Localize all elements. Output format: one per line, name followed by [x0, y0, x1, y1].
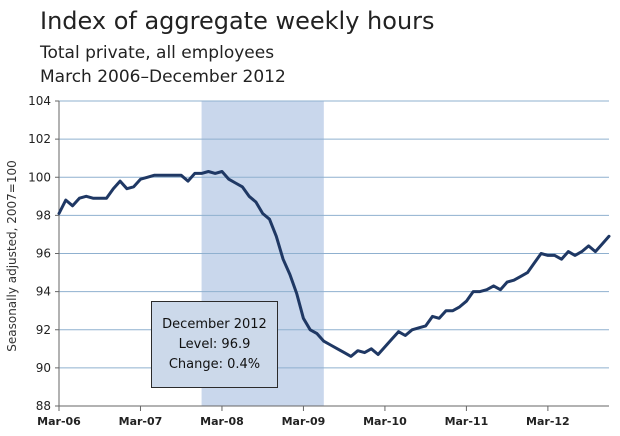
annotation-date: December 2012: [152, 315, 277, 335]
y-tick-label: 104: [28, 94, 51, 108]
y-tick-label: 98: [36, 208, 51, 222]
y-tick-label: 96: [36, 247, 51, 261]
y-tick-label: 88: [36, 399, 51, 413]
y-tick-label: 92: [36, 323, 51, 337]
x-tick-label: Mar-12: [526, 415, 570, 428]
x-tick-label: Mar-07: [119, 415, 163, 428]
x-tick-label: Mar-10: [363, 415, 407, 428]
annotation-box: December 2012 Level: 96.9 Change: 0.4%: [151, 301, 278, 388]
x-tick-label: Mar-06: [37, 415, 81, 428]
series-line: [59, 172, 609, 357]
y-tick-label: 94: [36, 285, 51, 299]
y-tick-label: 100: [28, 170, 51, 184]
line-chart: 88 90 92 94 96 98 100 102 104 Mar-06 Mar-07 Mar-08…: [0, 0, 620, 436]
annotation-level: Level: 96.9: [152, 335, 277, 355]
x-tick-label: Mar-09: [282, 415, 326, 428]
y-tick-label: 90: [36, 361, 51, 375]
annotation-change: Change: 0.4%: [152, 355, 277, 375]
x-tick-label: Mar-11: [445, 415, 489, 428]
y-tick-label: 102: [28, 132, 51, 146]
x-tick-label: Mar-08: [200, 415, 244, 428]
